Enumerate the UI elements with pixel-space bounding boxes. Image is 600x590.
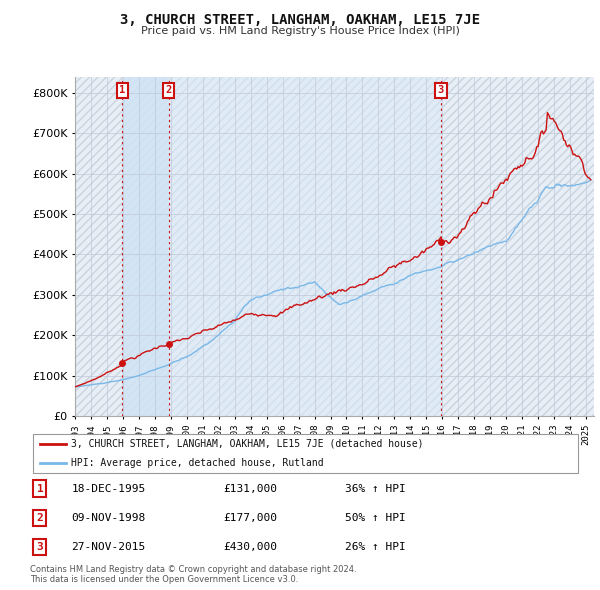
Text: 3, CHURCH STREET, LANGHAM, OAKHAM, LE15 7JE (detached house): 3, CHURCH STREET, LANGHAM, OAKHAM, LE15 … (71, 438, 424, 448)
Bar (169, 77, 441, 416)
FancyBboxPatch shape (33, 434, 578, 473)
Text: Contains HM Land Registry data © Crown copyright and database right 2024.: Contains HM Land Registry data © Crown c… (30, 565, 356, 574)
Text: HPI: Average price, detached house, Rutland: HPI: Average price, detached house, Rutl… (71, 458, 324, 468)
Text: 2: 2 (166, 85, 172, 95)
Text: £430,000: £430,000 (223, 542, 277, 552)
Text: 27-NOV-2015: 27-NOV-2015 (71, 542, 146, 552)
Text: This data is licensed under the Open Government Licence v3.0.: This data is licensed under the Open Gov… (30, 575, 298, 584)
Text: 09-NOV-1998: 09-NOV-1998 (71, 513, 146, 523)
Text: Price paid vs. HM Land Registry's House Price Index (HPI): Price paid vs. HM Land Registry's House … (140, 26, 460, 36)
Text: £131,000: £131,000 (223, 484, 277, 493)
Text: 3: 3 (438, 85, 444, 95)
Text: 1: 1 (119, 85, 125, 95)
Text: 3: 3 (37, 542, 43, 552)
Text: £177,000: £177,000 (223, 513, 277, 523)
Text: 3, CHURCH STREET, LANGHAM, OAKHAM, LE15 7JE: 3, CHURCH STREET, LANGHAM, OAKHAM, LE15 … (120, 13, 480, 27)
Text: 50% ↑ HPI: 50% ↑ HPI (344, 513, 406, 523)
Text: 36% ↑ HPI: 36% ↑ HPI (344, 484, 406, 493)
Text: 26% ↑ HPI: 26% ↑ HPI (344, 542, 406, 552)
Bar (122, 77, 169, 416)
Text: 1: 1 (37, 484, 43, 493)
Text: 2: 2 (37, 513, 43, 523)
Text: 18-DEC-1995: 18-DEC-1995 (71, 484, 146, 493)
